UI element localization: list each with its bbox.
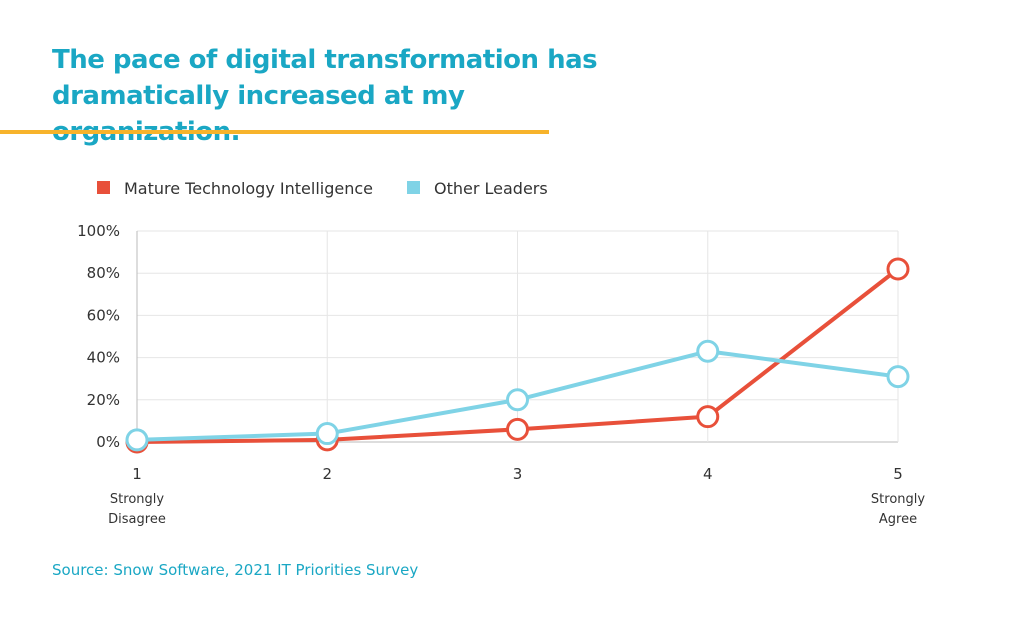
x-tick-label: 4 (703, 465, 713, 483)
data-point (886, 257, 910, 281)
data-point (125, 428, 149, 452)
legend: Mature Technology Intelligence Other Lead… (97, 179, 548, 198)
y-tick-label: 100% (77, 222, 120, 240)
y-tick-label: 80% (87, 264, 120, 282)
y-tick-label: 60% (87, 306, 120, 324)
y-axis: 0% 20% 40% 60% 80% 100% (77, 222, 120, 451)
data-point (696, 405, 720, 429)
data-point (315, 422, 339, 446)
legend-label: Other Leaders (434, 179, 548, 198)
x-tick-label: 3 (513, 465, 523, 483)
x-category-label: Strongly (871, 492, 925, 507)
y-tick-label: 0% (96, 433, 120, 451)
legend-swatch (407, 181, 420, 194)
data-point (506, 388, 529, 412)
title-underline (0, 130, 549, 134)
x-category-label: Agree (879, 512, 917, 527)
x-tick-label: 2 (322, 465, 332, 483)
x-axis: 1 Strongly Disagree 2 3 4 5 Strongly Agree (108, 465, 925, 527)
data-point (696, 339, 720, 363)
x-category-label: Strongly (110, 492, 164, 507)
x-tick-label: 5 (893, 465, 903, 483)
x-category-label: Disagree (108, 512, 166, 527)
data-point (886, 365, 910, 389)
gridlines (136, 230, 899, 443)
series-group (125, 257, 910, 454)
legend-label: Mature Technology Intelligence (124, 179, 373, 198)
source-note: Source: Snow Software, 2021 IT Prioritie… (52, 561, 419, 579)
data-point (506, 417, 529, 441)
legend-swatch (97, 181, 110, 194)
y-tick-label: 40% (87, 349, 120, 367)
x-tick-label: 1 (132, 465, 142, 483)
chart-title: The pace of digital transformation has d… (52, 45, 598, 147)
y-tick-label: 20% (87, 391, 120, 409)
